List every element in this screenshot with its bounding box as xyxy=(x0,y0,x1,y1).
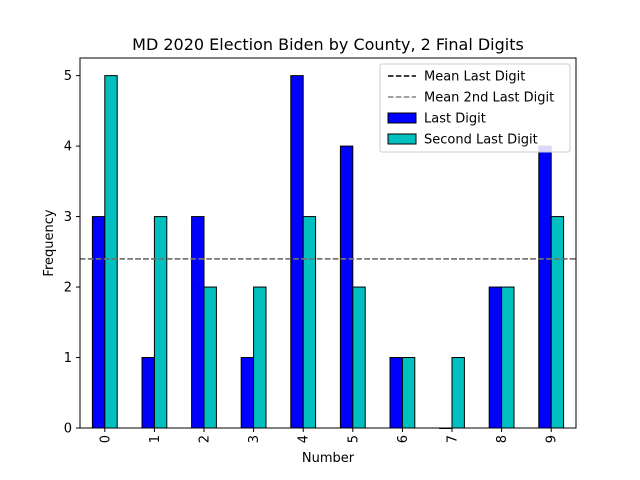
legend-label: Second Last Digit xyxy=(424,133,538,148)
legend-label: Mean Last Digit xyxy=(424,70,525,85)
x-tick-label: 6 xyxy=(396,435,411,443)
chart-title: MD 2020 Election Biden by County, 2 Fina… xyxy=(132,35,524,54)
plot-frame xyxy=(79,57,577,429)
bar-second-last-digit-6 xyxy=(401,357,416,429)
bar-second-last-digit-0 xyxy=(104,75,118,429)
y-tick-label: 3 xyxy=(64,210,72,225)
bar-last-digit-6 xyxy=(389,357,403,429)
bar-second-last-digit-3 xyxy=(253,286,267,429)
x-tick-label: 8 xyxy=(495,435,510,443)
legend-box xyxy=(379,63,571,153)
y-tick-label: 0 xyxy=(64,422,72,437)
y-tick-label: 2 xyxy=(64,281,72,296)
x-tick-label: 7 xyxy=(446,435,461,443)
x-tick-label: 9 xyxy=(545,435,560,443)
x-tick-label: 5 xyxy=(346,435,361,443)
legend-label: Mean 2nd Last Digit xyxy=(424,91,554,106)
bar-last-digit-3 xyxy=(240,357,255,429)
bar-second-last-digit-5 xyxy=(352,286,366,429)
bar-last-digit-5 xyxy=(339,145,354,429)
legend: Mean Last Digit Mean 2nd Last Digit Last D… xyxy=(379,63,571,153)
x-tick-label: 0 xyxy=(98,435,113,443)
y-axis-label: Frequency xyxy=(42,209,57,276)
bar-last-digit-4 xyxy=(290,75,304,429)
bar-last-digit-1 xyxy=(141,357,155,429)
x-tick-label: 2 xyxy=(198,435,213,443)
legend-entry-last-digit: Last Digit xyxy=(387,112,486,127)
legend-entry-second-last-digit: Second Last Digit xyxy=(387,133,538,148)
y-tick-label: 1 xyxy=(64,351,72,366)
bar-second-last-digit-8 xyxy=(501,286,515,429)
bar-second-last-digit-1 xyxy=(153,216,168,429)
y-tick-label: 4 xyxy=(64,140,72,155)
x-tick-label: 1 xyxy=(148,435,163,443)
bars-layer xyxy=(91,75,565,429)
bar-last-digit-0 xyxy=(91,216,106,429)
legend-entry-mean-2nd-last-digit: Mean 2nd Last Digit xyxy=(388,91,554,106)
bar-second-last-digit-9 xyxy=(550,216,565,429)
x-tick-label: 3 xyxy=(247,435,262,443)
bar-second-last-digit-2 xyxy=(203,286,217,429)
bar-last-digit-2 xyxy=(191,216,205,429)
x-tick-label: 4 xyxy=(297,435,312,443)
legend-patch-swatch xyxy=(387,133,417,145)
y-axis: 0 1 2 3 4 5 xyxy=(64,69,80,437)
bar-second-last-digit-4 xyxy=(302,216,317,429)
bar-second-last-digit-7 xyxy=(451,357,465,429)
legend-entry-mean-last-digit: Mean Last Digit xyxy=(388,70,525,85)
bar-last-digit-9 xyxy=(538,145,552,429)
x-axis: 0 1 2 3 4 5 6 7 8 9 xyxy=(98,428,560,443)
x-axis-label: Number xyxy=(302,451,355,466)
bar-last-digit-8 xyxy=(488,286,503,429)
legend-label: Last Digit xyxy=(424,112,486,127)
legend-patch-swatch xyxy=(387,112,417,124)
y-tick-label: 5 xyxy=(64,69,72,84)
